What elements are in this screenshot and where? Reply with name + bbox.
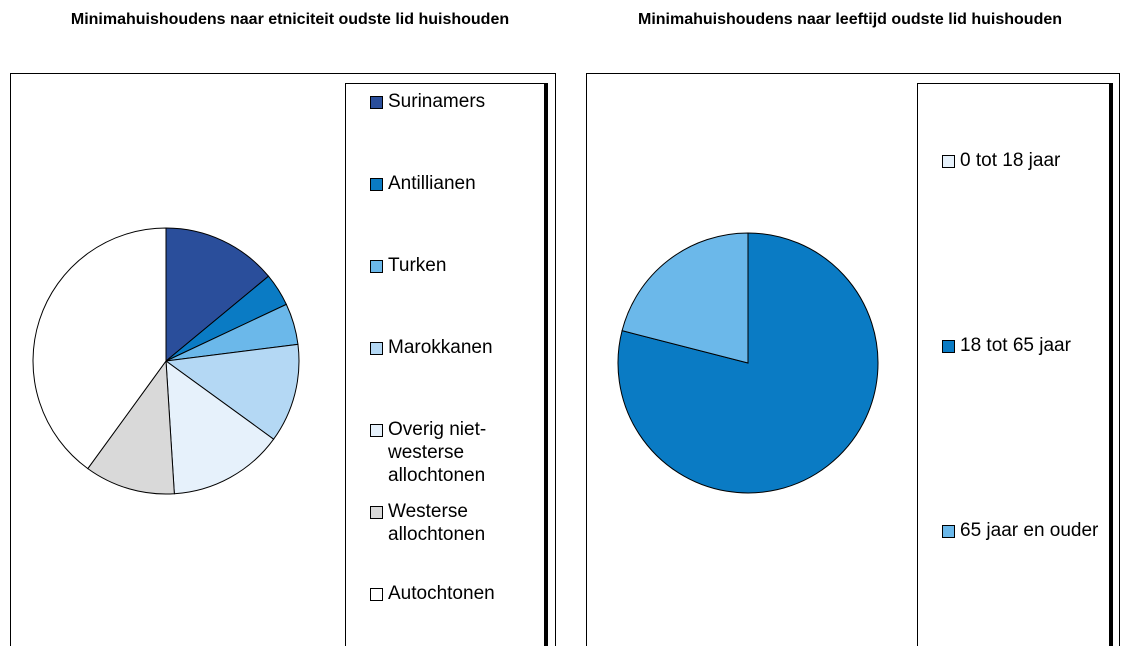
pie-slice xyxy=(165,227,270,363)
legend-swatch xyxy=(370,424,383,437)
legend-label: Surinamers xyxy=(388,91,486,112)
pie-slice xyxy=(164,343,300,440)
legend-swatch xyxy=(370,178,383,191)
legend-label: 0 tot 18 jaar xyxy=(960,150,1061,171)
legend xyxy=(345,83,545,646)
legend-label: Westerse allochtonen xyxy=(388,501,486,545)
chart-title: Minimahuishoudens naar etniciteit oudste… xyxy=(70,11,510,28)
legend-swatch xyxy=(370,342,383,355)
legend-swatch xyxy=(370,96,383,109)
legend-label: Overig niet-westerse allochtonen xyxy=(388,419,487,486)
legend-label: Marokkanen xyxy=(388,337,493,358)
legend-label: 18 tot 65 jaar xyxy=(960,335,1071,356)
pie-slice xyxy=(165,359,275,495)
pie-slice xyxy=(621,232,749,364)
chart-title: Minimahuishoudens naar leeftijd oudste l… xyxy=(637,11,1063,28)
legend-label: Antillianen xyxy=(388,173,476,194)
legend-swatch xyxy=(942,155,955,168)
chart-frame xyxy=(586,73,1120,646)
pie-slice xyxy=(32,227,167,470)
legend-label: Turken xyxy=(388,255,447,276)
legend-swatch xyxy=(370,260,383,273)
legend-label: Autochtonen xyxy=(388,583,495,604)
legend-swatch xyxy=(942,340,955,353)
legend-label: 65 jaar en ouder xyxy=(960,520,1099,541)
legend-swatch xyxy=(370,506,383,519)
pie-slice xyxy=(87,359,175,495)
chart-frame xyxy=(10,73,556,646)
legend xyxy=(917,83,1110,646)
legend-swatch xyxy=(370,588,383,601)
legend-swatch xyxy=(942,525,955,538)
